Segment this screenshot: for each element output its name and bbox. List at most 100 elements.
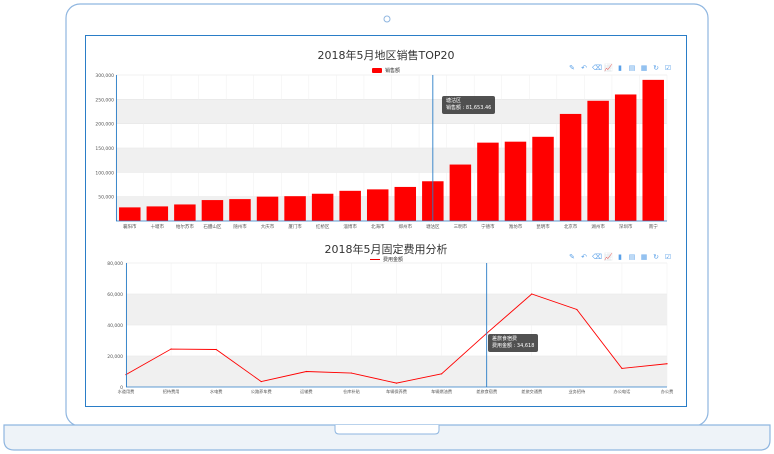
tiled-icon[interactable]: ▦ [640, 253, 648, 261]
bar [229, 199, 251, 221]
bar-tooltip-label: 销售额 [446, 105, 462, 111]
line-point [305, 370, 307, 373]
line-x-tick-label: 办公电话 [614, 388, 631, 395]
line-legend[interactable]: 费用金额 [370, 256, 403, 263]
line-point [215, 348, 217, 351]
line-point [350, 372, 353, 374]
line-y-tick-label: 40,000 [107, 323, 123, 329]
bar [366, 189, 389, 221]
bar [146, 206, 169, 221]
bar [119, 207, 141, 221]
bar-chart: 300,000 250,000 200,000 150,000 100,000 50,00… [95, 73, 668, 230]
line-chart-title: 2018年5月固定费用分析 [324, 243, 448, 256]
mark-clear-icon[interactable]: ⌫ [592, 64, 602, 72]
bar-chart-title: 2018年5月地区销售TOP20 [317, 49, 455, 62]
line-x-tick-label: 水电费 [210, 388, 223, 395]
tiled-icon[interactable]: ▦ [640, 64, 648, 72]
bar-x-tick-label: 郑州市 [399, 223, 413, 230]
line-point [170, 348, 172, 350]
bar-y-tick-label: 100,000 [95, 170, 114, 176]
bar-x-tick-label: 北海市 [371, 223, 385, 230]
line-point [260, 380, 262, 383]
bar-x-tick-label: 塘沽区 [426, 223, 440, 230]
bar-x-tick-label: 大庆市 [261, 223, 275, 230]
line-point [621, 367, 623, 369]
mark-clear-icon[interactable]: ⌫ [592, 253, 602, 261]
stack-icon[interactable]: ▤ [628, 64, 636, 72]
line-legend-swatch [370, 259, 380, 260]
line-tooltip: 差旅食宿费 费用金额 : 34,618 [488, 334, 539, 352]
save-image-icon[interactable]: ☑ [664, 253, 672, 261]
line-x-tick-label: 车辆燃油费 [431, 388, 452, 395]
restore-icon[interactable]: ↻ [653, 64, 659, 72]
bar-legend-label: 销售额 [385, 68, 401, 74]
line-x-tick-label: 车辆保养费 [386, 388, 407, 395]
bar [311, 193, 334, 221]
screen: 2018年5月地区销售TOP20 销售额 ✎ ↶ ⌫ 📈 ▮ ▤ ▦ ↻ ☑ 300,000 25… [85, 35, 687, 407]
line-x-tick-label: 公路养车费 [251, 388, 272, 395]
bar-x-tick-label: 淄博市 [343, 223, 357, 230]
laptop-notch [334, 425, 440, 435]
line-x-tick-label: 运输费 [300, 388, 313, 395]
line-point [666, 363, 668, 365]
bar-x-tick-label: 襄阳市 [123, 223, 137, 230]
bar-toolbox: ✎ ↶ ⌫ 📈 ▮ ▤ ▦ ↻ ☑ [568, 64, 672, 72]
save-image-icon[interactable]: ☑ [664, 64, 672, 72]
bar-x-tick-label: 石醴山区 [203, 223, 221, 230]
bar-legend-swatch [372, 68, 382, 73]
line-point [576, 308, 578, 311]
mark-icon[interactable]: ✎ [569, 253, 575, 261]
bar-y-tick-label: 300,000 [95, 73, 114, 79]
bar [477, 142, 499, 221]
bar [532, 136, 554, 221]
bar-y-tick-label: 150,000 [95, 146, 114, 152]
line-y-tick-label: 20,000 [107, 354, 123, 360]
bar [614, 94, 637, 221]
line-x-tick-label: 办公费 [661, 388, 674, 395]
line-switch-icon[interactable]: 📈 [604, 64, 613, 72]
bar-x-tick-label: 红桥区 [316, 223, 330, 230]
bar-tooltip-category: 塘沽区 [446, 98, 462, 104]
bar [174, 204, 196, 221]
bar-x-tick-label: 十堰市 [151, 223, 165, 230]
bar-x-tick-label: 随州市 [233, 223, 247, 230]
bar-x-tick-label: 三明市 [454, 223, 468, 230]
bar-x-tick-label: 宁德市 [481, 223, 495, 230]
mark-undo-icon[interactable]: ↶ [581, 253, 587, 261]
restore-icon[interactable]: ↻ [653, 253, 659, 261]
line-tooltip-category: 差旅食宿费 [492, 336, 518, 342]
mark-undo-icon[interactable]: ↶ [581, 64, 587, 72]
laptop-base [3, 424, 771, 451]
line-point [531, 293, 533, 295]
line-point [440, 373, 443, 375]
bar [587, 100, 609, 221]
bar-y-tick-label: 200,000 [95, 122, 114, 128]
line-y-tick-label: 60,000 [107, 292, 123, 298]
line-x-tick-label: 业务招待 [568, 388, 586, 395]
bar [394, 186, 417, 221]
bar-x-tick-label: 厦门市 [288, 223, 302, 230]
bar-legend[interactable]: 销售额 [372, 67, 400, 74]
line-switch-icon[interactable]: 📈 [604, 253, 613, 261]
bar-x-tick-label: 北京市 [564, 223, 578, 230]
stack-icon[interactable]: ▤ [628, 253, 636, 261]
bar [642, 79, 664, 221]
bar [284, 196, 306, 221]
line-x-tick-label: 差旅食宿费 [476, 388, 497, 395]
camera-icon [383, 15, 391, 23]
bar [449, 164, 472, 221]
mark-icon[interactable]: ✎ [569, 64, 575, 72]
line-point [395, 382, 398, 384]
bar [256, 196, 279, 221]
bar-switch-icon[interactable]: ▮ [618, 253, 622, 261]
line-y-tick-label: 0 [120, 385, 123, 391]
bar [339, 190, 361, 221]
line-tooltip-value: 34,618 [516, 343, 535, 349]
bar-switch-icon[interactable]: ▮ [618, 64, 622, 72]
bar [201, 200, 224, 221]
bar-x-tick-label: 昆明市 [536, 223, 550, 230]
line-x-tick-label: 差旅交通费 [521, 388, 542, 395]
bar-y-tick-label: 250,000 [95, 97, 114, 103]
bar-x-tick-label: 南宁 [649, 223, 658, 230]
